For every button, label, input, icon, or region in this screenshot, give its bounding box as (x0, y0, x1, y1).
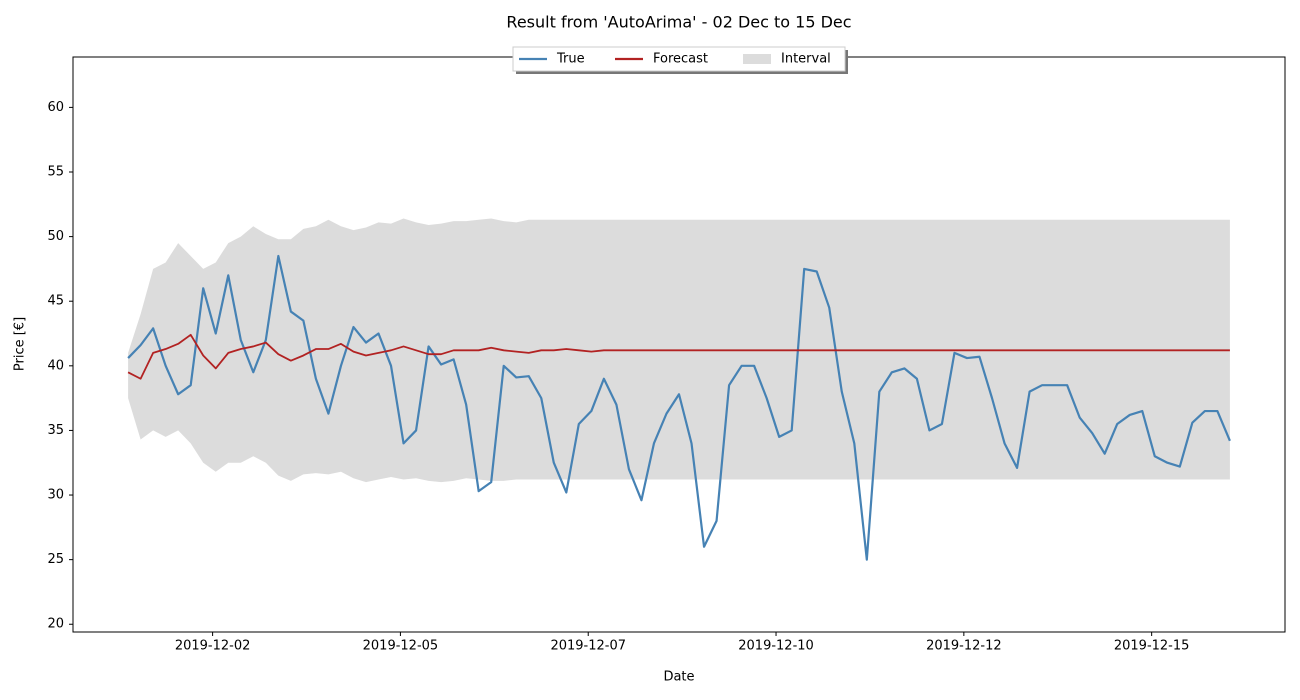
y-tick-label: 55 (47, 165, 64, 180)
legend-label: Forecast (653, 52, 708, 67)
y-axis-label: Price [€] (13, 317, 28, 371)
y-tick-label: 50 (47, 229, 64, 244)
y-tick-label: 60 (47, 100, 64, 115)
legend-label: True (556, 52, 585, 67)
x-tick-label: 2019-12-07 (550, 639, 626, 654)
y-tick-label: 35 (47, 423, 64, 438)
legend-box (512, 46, 846, 72)
y-tick-label: 45 (47, 294, 64, 309)
plot-area (127, 218, 1231, 561)
legend: True Forecast Interval (512, 46, 848, 74)
y-tick-label: 40 (47, 358, 64, 373)
series-line (127, 254, 1231, 561)
y-tick-label: 25 (47, 552, 64, 567)
x-tick-label: 2019-12-15 (1114, 639, 1190, 654)
x-tick-label: 2019-12-12 (926, 639, 1002, 654)
x-axis-label: Date (663, 670, 694, 685)
x-tick-label: 2019-12-10 (738, 639, 814, 654)
x-tick-label: 2019-12-05 (363, 639, 439, 654)
chart-title: Result from 'AutoArima' - 02 Dec to 15 D… (506, 13, 851, 32)
x-tick-label: 2019-12-02 (175, 639, 251, 654)
series-line (127, 333, 1230, 380)
legend-label: Interval (781, 52, 831, 67)
y-tick-label: 20 (47, 617, 64, 632)
legend-swatch (743, 54, 771, 64)
y-tick-label: 30 (47, 488, 64, 503)
